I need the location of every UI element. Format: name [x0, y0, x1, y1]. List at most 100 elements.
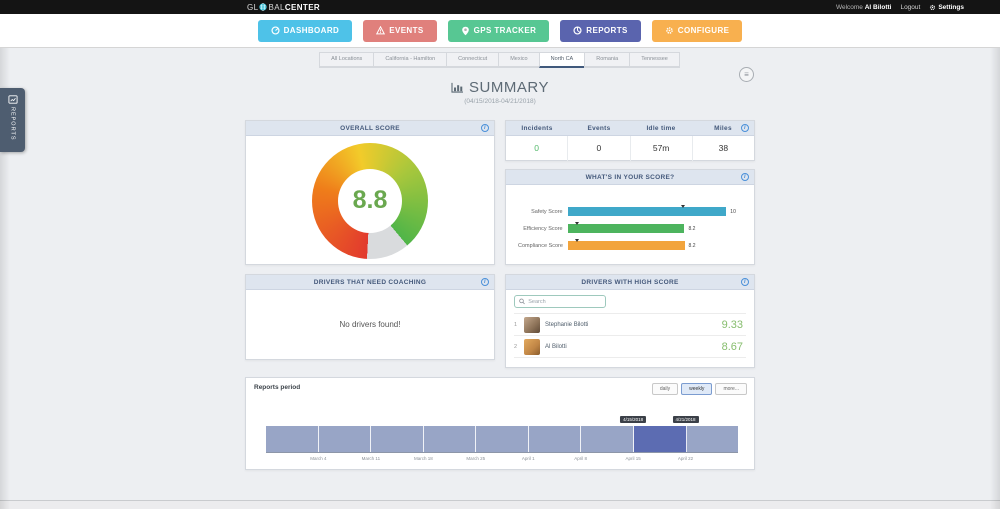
nav-configure-button[interactable]: CONFIGURE [651, 19, 743, 42]
reports-period-card: Reports period daily weekly more... 4/15… [245, 377, 755, 470]
side-tab-reports[interactable]: REPORTS [0, 88, 25, 152]
nav-reports-button[interactable]: REPORTS [560, 19, 641, 42]
timeline-week-segment[interactable] [686, 426, 739, 452]
pie-chart-icon [573, 26, 582, 35]
driver-score: 8.67 [721, 340, 743, 353]
footer [0, 500, 1000, 509]
tab-mexico[interactable]: Mexico [498, 52, 540, 68]
score-label: Efficiency Score [523, 225, 563, 232]
stats-col-idle-time: Idle time [646, 125, 676, 132]
tab-connecticut[interactable]: Connecticut [446, 52, 500, 68]
timeline-axis: March 4 March 11 March 18 March 25 April 1 Ap… [266, 456, 738, 464]
score-row-compliance: Compliance Score 8.2 [518, 237, 742, 254]
efficiency-score-bar [567, 224, 685, 233]
high-score-header: DRIVERS WITH HIGH SCORE i [506, 275, 754, 290]
tab-all-locations[interactable]: All Locations [319, 52, 375, 68]
nav-dashboard-button[interactable]: DASHBOARD [257, 19, 353, 42]
topbar: GL BAL CENTER Welcome Al Bilotti Logout S… [0, 0, 1000, 14]
range-end-tooltip: 4/21/2018 [672, 416, 699, 423]
stats-col-incidents: Incidents [521, 125, 553, 132]
axis-label: April 1 [521, 456, 535, 461]
axis-label: March 18 [413, 456, 433, 461]
logo-text-gl: GL [247, 2, 259, 12]
tab-california-hamilton[interactable]: California - Hamilton [373, 52, 448, 68]
timeline-week-segment[interactable] [476, 426, 529, 452]
axis-label: March 25 [466, 456, 486, 461]
axis-label: March 11 [361, 456, 381, 461]
globe-icon [259, 3, 268, 11]
nav-gps-tracker-button[interactable]: GPS TRACKER [447, 19, 550, 42]
logo[interactable]: GL BAL CENTER [247, 0, 320, 14]
tab-romania[interactable]: Romania [584, 52, 631, 68]
more-button[interactable]: more... [715, 383, 747, 395]
main-nav: DASHBOARD EVENTS GPS TRACKER REPORTS CON… [0, 14, 1000, 48]
info-icon[interactable]: i [481, 124, 489, 132]
search-icon [519, 298, 525, 305]
nav-events-button[interactable]: EVENTS [363, 19, 437, 42]
info-icon[interactable]: i [741, 173, 749, 181]
page-title: SUMMARY [0, 79, 1000, 96]
export-menu-button[interactable]: ≡ [739, 67, 754, 82]
driver-avatar [524, 338, 540, 355]
timeline-week-segment[interactable] [633, 426, 687, 452]
search-input[interactable] [528, 298, 601, 305]
driver-row[interactable]: 1 Stephanie Bilotti 9.33 [514, 314, 746, 336]
timeline-week-segment[interactable] [266, 426, 319, 452]
efficiency-score-value: 8.2 [688, 226, 696, 232]
axis-label: April 15 [625, 456, 641, 461]
axis-label: March 4 [310, 456, 327, 461]
safety-score-value: 10 [730, 209, 736, 215]
settings-link[interactable]: Settings [929, 4, 964, 11]
tab-north-ca[interactable]: North CA [538, 52, 586, 68]
axis-label: April 22 [677, 456, 694, 461]
logout-link[interactable]: Logout [900, 3, 921, 11]
main-content: All Locations California - Hamilton Conn… [0, 48, 1000, 500]
reports-period-title: Reports period [254, 384, 301, 391]
logo-text-bal: BAL [268, 2, 285, 12]
daily-button[interactable]: daily [651, 383, 679, 395]
gauge-hole: 8.8 [338, 168, 402, 233]
stat-miles-value: 38 [691, 136, 754, 161]
page-subtitle: (04/15/2018-04/21/2018) [464, 98, 536, 105]
driver-search-box [514, 295, 606, 308]
tab-tennessee[interactable]: Tennessee [629, 52, 680, 68]
timeline-week-segment[interactable] [581, 426, 634, 452]
overall-score-body: 8.8 [246, 136, 494, 265]
welcome-text: Welcome Al Bilotti [835, 3, 892, 11]
score-label: Compliance Score [518, 242, 563, 249]
timeline-week-segment[interactable] [528, 426, 582, 452]
coaching-empty-message: No drivers found! [339, 320, 401, 329]
timeline-band[interactable] [266, 426, 739, 453]
stat-events-value: 0 [567, 136, 629, 161]
score-label: Safety Score [531, 208, 563, 215]
driver-rank: 1 [514, 321, 518, 328]
overall-score-value: 8.8 [352, 186, 388, 214]
info-icon[interactable]: i [741, 124, 749, 132]
score-breakdown-body: Safety Score 10 Efficiency Score 8.2 [506, 185, 754, 254]
info-icon[interactable]: i [741, 278, 749, 286]
wrench-icon [665, 27, 673, 34]
timeline-week-segment[interactable] [318, 426, 372, 452]
stat-idle-time-value: 57m [629, 136, 692, 161]
timeline-week-segment[interactable] [371, 426, 424, 452]
gear-icon [930, 4, 936, 10]
weekly-button[interactable]: weekly [681, 383, 713, 395]
benchmark-marker [574, 239, 579, 242]
score-track: 8.2 [567, 222, 742, 233]
period-buttons: daily weekly more... [651, 383, 747, 395]
score-gauge: 8.8 [312, 142, 428, 259]
stats-col-miles: Miles [714, 125, 732, 132]
driver-name: Stephanie Bilotti [545, 321, 589, 328]
driver-list: 1 Stephanie Bilotti 9.33 2 Al Bilotti 8.… [514, 313, 746, 358]
benchmark-marker [574, 222, 579, 225]
stats-values: 0 0 57m 38 [506, 136, 754, 161]
warning-icon [376, 26, 386, 35]
timeline-week-segment[interactable] [423, 426, 477, 452]
info-icon[interactable]: i [481, 278, 489, 286]
compliance-score-bar [567, 241, 685, 250]
location-tabs: All Locations California - Hamilton Conn… [0, 52, 1000, 68]
driver-rank: 2 [514, 343, 518, 350]
overall-score-header: OVERALL SCORE i [246, 121, 494, 136]
driver-row[interactable]: 2 Al Bilotti 8.67 [514, 336, 746, 358]
